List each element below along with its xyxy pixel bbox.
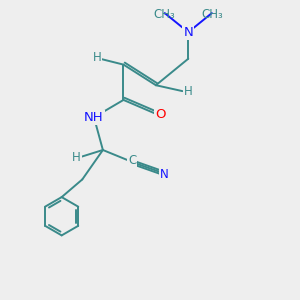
Text: N: N: [183, 26, 193, 39]
Text: H: H: [184, 85, 193, 98]
Text: C: C: [128, 154, 136, 167]
Text: CH₃: CH₃: [154, 8, 176, 21]
Text: N: N: [164, 14, 165, 15]
Text: O: O: [155, 108, 166, 121]
Text: N: N: [160, 168, 168, 181]
Text: NH: NH: [84, 111, 104, 124]
Text: CH₃: CH₃: [201, 8, 223, 21]
Text: H: H: [93, 51, 101, 64]
Text: H: H: [72, 151, 81, 164]
